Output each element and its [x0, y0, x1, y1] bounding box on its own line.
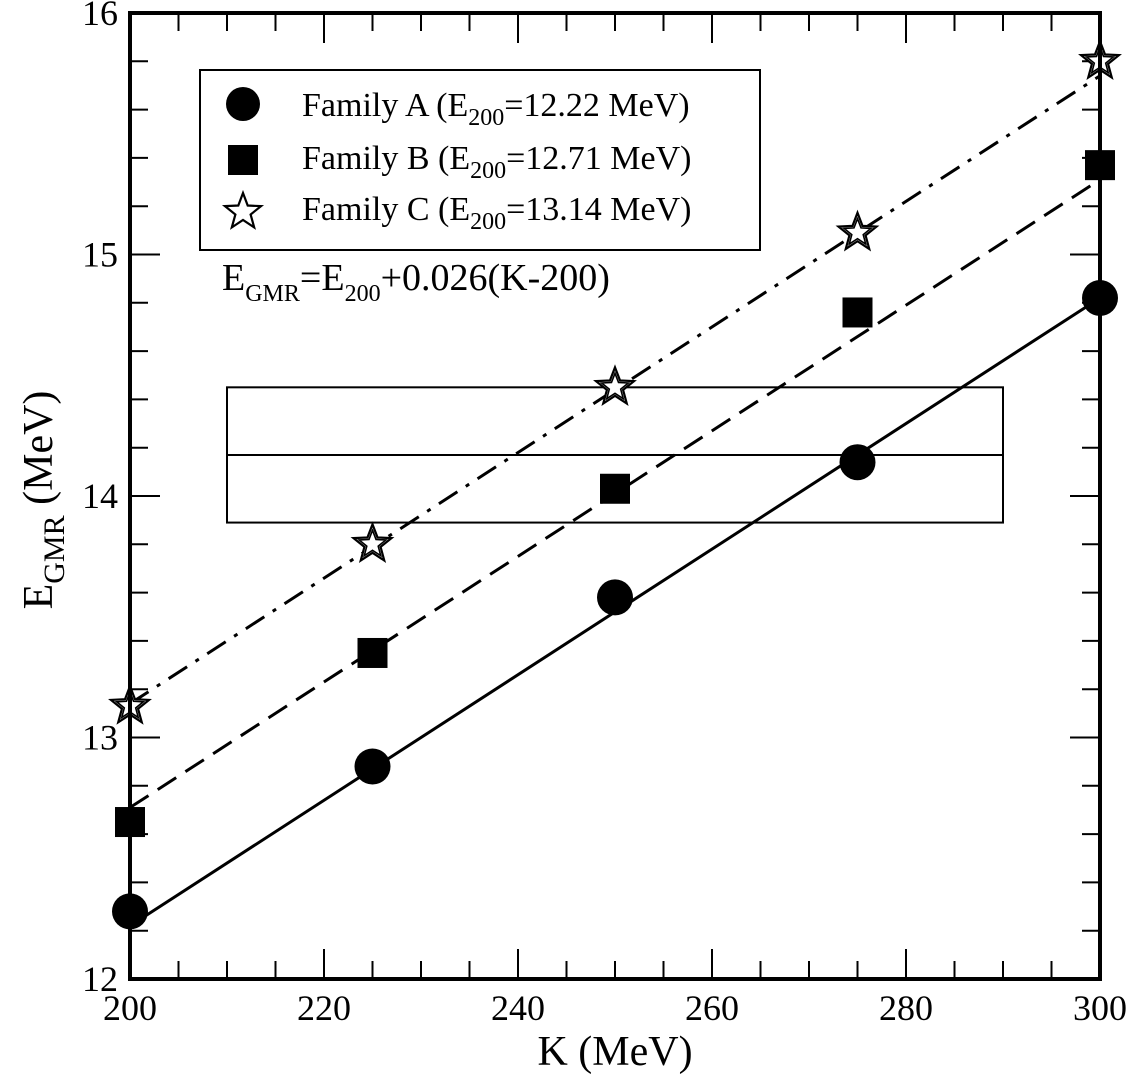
x-axis-title: K (MeV) — [537, 1029, 692, 1075]
data-point-circle — [839, 444, 876, 481]
data-point-square — [842, 297, 873, 328]
y-tick-label: 12 — [82, 959, 118, 999]
legend-marker-circle-icon — [226, 87, 260, 121]
legend-marker-star-icon — [221, 189, 265, 230]
axis-tick-labels: 200 220 240 260 280 300 12 13 14 15 16 — [82, 0, 1127, 1028]
legend-label-family-a-post: =12.22 MeV) — [504, 87, 689, 124]
y-tick-label: 13 — [82, 718, 118, 758]
data-point-star — [350, 521, 395, 563]
x-tick-label: 260 — [685, 988, 739, 1028]
x-tick-label: 220 — [297, 988, 351, 1028]
fit-formula-part-3: +0.026(K-200) — [381, 257, 610, 299]
legend: Family A (E200=12.22 MeV) Family B (E200… — [199, 69, 761, 251]
plot-frame — [128, 11, 1102, 981]
y-tick-label: 16 — [82, 0, 118, 33]
data-point-star-inner — [842, 216, 873, 246]
legend-label-family-a: Family A (E200=12.22 MeV) — [302, 87, 690, 131]
legend-label-family-b-post: =12.71 MeV) — [506, 140, 691, 177]
legend-label-family-a-sub: 200 — [468, 105, 504, 131]
fit-formula-sub-1: GMR — [245, 281, 300, 307]
data-point-circle — [354, 748, 391, 785]
y-axis-title-tail: (MeV) — [16, 391, 62, 516]
data-point-star-inner — [599, 371, 631, 401]
fit-formula-part-1: E — [222, 257, 245, 299]
data-point-square — [357, 637, 388, 668]
y-axis-title-sub: GMR — [38, 515, 71, 583]
x-tick-label: 300 — [1073, 988, 1127, 1028]
fit-line-series-2 — [129, 74, 1101, 705]
legend-label-family-c-post: =13.14 MeV) — [506, 191, 691, 228]
legend-label-family-b-pre: Family B (E — [302, 140, 470, 177]
y-tick-label: 14 — [82, 476, 118, 516]
fit-formula-part-2: =E — [300, 257, 345, 299]
legend-box — [199, 69, 761, 251]
y-tick-label: 15 — [82, 235, 118, 275]
x-tick-label: 200 — [103, 988, 157, 1028]
data-point-star-inner — [357, 528, 388, 558]
legend-label-family-c: Family C (E200=13.14 MeV) — [302, 191, 691, 235]
data-point-square — [600, 473, 630, 504]
y-axis-title-main: E — [16, 584, 62, 610]
legend-marker-square-icon — [228, 145, 258, 175]
data-point-star — [835, 209, 880, 252]
legend-label-family-b-sub: 200 — [470, 158, 506, 184]
fit-formula-annotation: EGMR=E200+0.026(K-200) — [222, 257, 610, 307]
legend-label-family-b: Family B (E200=12.71 MeV) — [302, 140, 691, 184]
fit-formula-sub-2: 200 — [345, 281, 381, 307]
data-point-star — [593, 364, 637, 407]
legend-label-family-c-pre: Family C (E — [302, 191, 470, 228]
data-point-circle — [597, 579, 633, 616]
x-tick-label: 240 — [491, 988, 545, 1028]
legend-label-family-c-sub: 200 — [470, 209, 506, 235]
legend-label-family-a-pre: Family A (E — [302, 87, 468, 124]
x-tick-label: 280 — [879, 988, 933, 1028]
y-axis-title: EGMR (MeV) — [16, 391, 71, 610]
